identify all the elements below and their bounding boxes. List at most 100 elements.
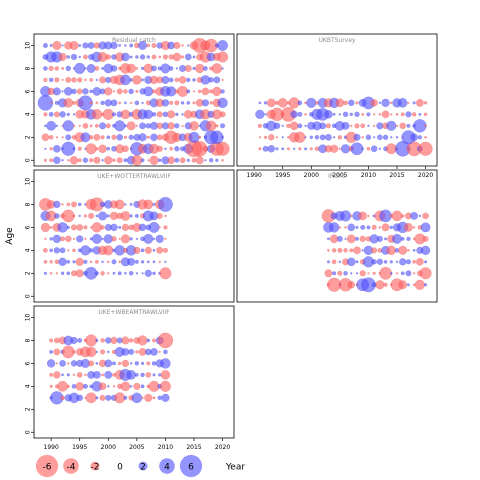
residual-bubble (412, 260, 416, 264)
residual-bubble (91, 109, 103, 120)
residual-bubble (98, 382, 107, 391)
residual-bubble (99, 122, 107, 130)
residual-bubble (49, 44, 53, 47)
residual-bubble (174, 100, 180, 106)
legend-label: -2 (91, 463, 100, 473)
residual-bubble (146, 135, 150, 139)
residual-bubble (43, 248, 48, 253)
residual-bubble (77, 338, 83, 343)
residual-bubble (101, 237, 104, 240)
residual-bubble (290, 110, 298, 118)
residual-bubble (140, 361, 145, 365)
residual-bubble (121, 52, 130, 62)
residual-bubble (100, 338, 105, 343)
residual-bubble (157, 395, 162, 401)
residual-bubble (111, 134, 117, 140)
residual-bubble (89, 124, 93, 128)
residual-bubble (383, 282, 388, 287)
residual-bubble (126, 63, 136, 74)
residual-bubble (61, 136, 64, 139)
residual-bubble (158, 226, 161, 229)
residual-bubble (359, 270, 366, 277)
residual-bubble (128, 134, 134, 140)
residual-bubble (188, 131, 200, 143)
residual-bubble (59, 111, 66, 118)
residual-bubble (399, 122, 406, 130)
residual-bubble (61, 78, 64, 81)
residual-bubble (304, 147, 308, 151)
residual-bubble (137, 335, 148, 346)
residual-bubble (422, 212, 429, 220)
residual-bubble (99, 394, 106, 401)
residual-bubble (75, 269, 84, 278)
residual-bubble (217, 97, 228, 109)
residual-bubble (192, 101, 196, 105)
residual-bubble (71, 77, 77, 83)
residual-bubble (328, 222, 340, 233)
residual-bubble (350, 214, 353, 218)
residual-bubble (395, 124, 399, 127)
residual-bubble (152, 260, 156, 264)
residual-bubble (140, 372, 145, 377)
residual-bubble (87, 42, 95, 49)
residual-bubble (60, 271, 65, 275)
residual-bubble (43, 77, 48, 82)
residual-bubble (116, 134, 123, 141)
x-tick-label: 1990 (247, 172, 262, 179)
residual-bubble (66, 202, 71, 207)
x-tick-label: 2000 (101, 444, 116, 451)
residual-bubble (143, 86, 154, 97)
residual-bubble (405, 111, 412, 118)
residual-bubble (349, 248, 354, 253)
residual-bubble (348, 99, 355, 107)
residual-bubble (324, 269, 333, 278)
residual-bubble (54, 213, 60, 219)
residual-bubble (390, 101, 393, 105)
residual-bubble (83, 259, 88, 264)
residual-bubble (135, 67, 139, 70)
residual-bubble (160, 63, 171, 74)
residual-bubble (156, 122, 163, 130)
residual-bubble (350, 142, 364, 156)
residual-bubble (275, 136, 279, 139)
residual-bubble (44, 124, 47, 128)
residual-bubble (84, 78, 87, 82)
residual-bubble (75, 382, 84, 391)
residual-bubble (112, 158, 116, 162)
residual-bubble (423, 112, 428, 117)
residual-bubble (161, 99, 170, 107)
residual-bubble (121, 223, 129, 231)
residual-bubble (89, 248, 94, 253)
residual-bubble (344, 237, 347, 240)
residual-bubble (424, 260, 428, 264)
residual-bubble (74, 62, 86, 74)
residual-bubble (70, 336, 78, 344)
residual-bubble (78, 124, 81, 127)
x-tick-label: 1995 (72, 444, 87, 451)
residual-bubble (156, 212, 163, 219)
residual-bubble (178, 76, 187, 84)
legend-bubble (138, 461, 148, 471)
residual-bubble (169, 100, 174, 105)
residual-bubble (319, 122, 327, 130)
residual-bubble (100, 135, 105, 140)
residual-bubble (53, 348, 61, 356)
residual-bubble (399, 258, 407, 266)
legend-bubble (179, 454, 203, 478)
residual-bubble (355, 225, 359, 229)
residual-bubble (66, 55, 71, 59)
residual-bubble (49, 338, 54, 343)
residual-bubble (112, 271, 116, 275)
residual-bubble (159, 380, 171, 392)
x-tick-label: 1995 (275, 172, 290, 179)
residual-bubble (146, 361, 151, 366)
residual-bubble (186, 77, 191, 83)
residual-bubble (43, 112, 48, 117)
residual-bubble (350, 124, 353, 127)
residual-bubble (266, 98, 276, 108)
residual-bubble (304, 113, 307, 116)
residual-bubble (110, 223, 118, 232)
residual-bubble (158, 197, 173, 212)
residual-bubble (54, 337, 60, 344)
residual-bubble (286, 147, 290, 151)
